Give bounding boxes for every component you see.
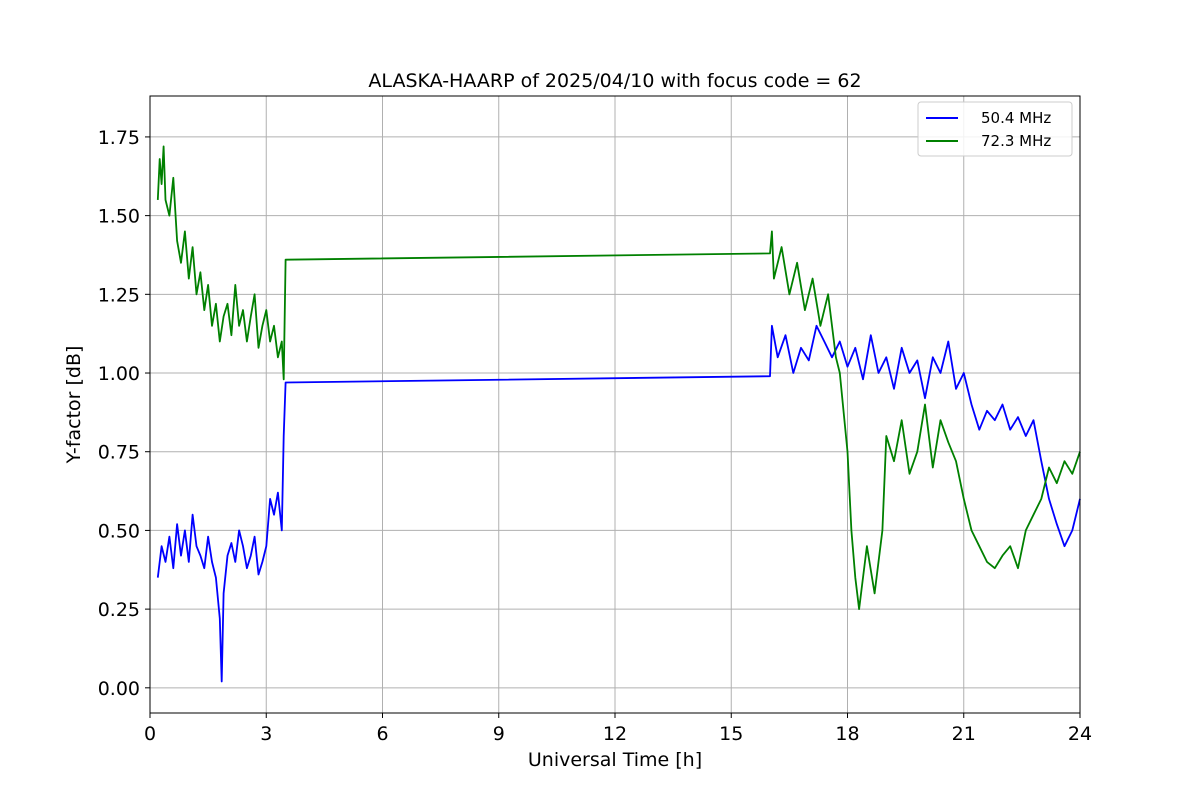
y-tick-label: 0.00 xyxy=(98,678,140,700)
series-line-2 xyxy=(156,145,1081,610)
x-tick-label: 12 xyxy=(603,723,627,745)
chart-title: ALASKA-HAARP of 2025/04/10 with focus co… xyxy=(368,70,861,92)
legend: 50.4 MHz 72.3 MHz xyxy=(917,101,1073,157)
legend-label-1: 50.4 MHz xyxy=(981,109,1051,127)
y-tick-label: 1.50 xyxy=(98,206,140,228)
x-tick-label: 15 xyxy=(719,723,743,745)
x-tick-label: 9 xyxy=(493,723,505,745)
x-tick-label: 0 xyxy=(144,723,156,745)
legend-label-2: 72.3 MHz xyxy=(981,132,1051,150)
x-tick-label: 24 xyxy=(1068,723,1092,745)
series-line-1 xyxy=(156,324,1081,683)
x-tick-label: 21 xyxy=(952,723,976,745)
x-tick-label: 3 xyxy=(260,723,272,745)
legend-box xyxy=(917,101,1073,157)
x-axis-label: Universal Time [h] xyxy=(528,749,702,771)
x-tick-label: 6 xyxy=(376,723,388,745)
y-tick-label: 0.75 xyxy=(98,442,140,464)
x-tick-label: 18 xyxy=(835,723,859,745)
y-tick-label: 1.00 xyxy=(98,363,140,385)
y-tick-label: 0.25 xyxy=(98,599,140,621)
y-axis-label: Y-factor [dB] xyxy=(63,346,85,465)
series-layer xyxy=(156,145,1081,683)
ticks: 0 3 6 9 12 15 18 21 24 0.00 0.25 0.50 0.75 1.00 1.25 1.… xyxy=(98,127,1092,745)
y-tick-label: 0.50 xyxy=(98,520,140,542)
y-tick-label: 1.25 xyxy=(98,284,140,306)
y-tick-label: 1.75 xyxy=(98,127,140,149)
